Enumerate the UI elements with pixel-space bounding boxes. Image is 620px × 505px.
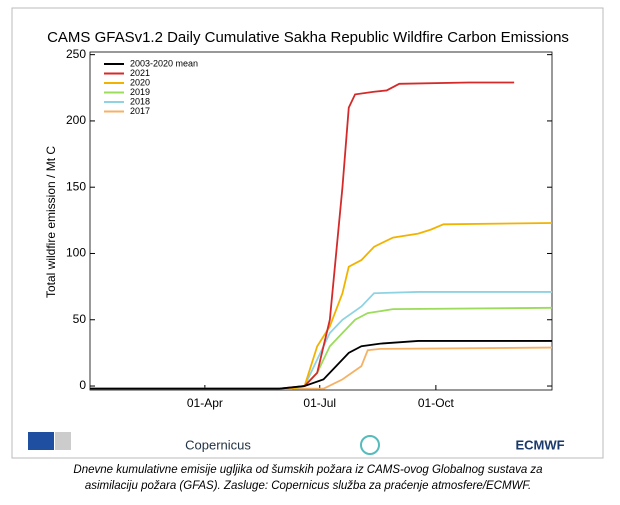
y-tick-label: 200	[66, 113, 86, 127]
y-axis-label: Total wildfire emission / Mt C	[44, 146, 58, 298]
y-tick-label: 100	[66, 246, 86, 260]
x-tick-label: 01-Apr	[187, 396, 223, 410]
y-tick-label: 0	[79, 378, 86, 392]
plot-frame	[89, 51, 553, 391]
legend-label: 2021	[130, 68, 150, 78]
logo-eu	[28, 432, 71, 450]
series-line	[90, 81, 515, 390]
y-tick-label: 250	[66, 47, 86, 61]
chart-title: CAMS GFASv1.2 Daily Cumulative Sakha Rep…	[47, 29, 569, 46]
legend-label: 2020	[130, 77, 150, 87]
x-tick-label: 01-Oct	[418, 396, 455, 410]
series-line	[90, 340, 552, 390]
logo-ecmwf: ECMWF	[515, 437, 564, 452]
legend-label: 2017	[130, 106, 150, 116]
logo-cams	[360, 435, 380, 455]
legend-label: 2003-2020 mean	[130, 58, 198, 68]
logo-copernicus: Copernicus	[185, 437, 251, 452]
y-tick-label: 150	[66, 179, 86, 193]
series-line	[90, 222, 553, 390]
x-tick-label: 01-Jul	[303, 396, 336, 410]
caption-line: asimilaciju požara (GFAS). Zasluge: Cope…	[85, 480, 531, 492]
series-line	[90, 346, 553, 390]
legend-label: 2018	[130, 96, 150, 106]
caption-line: Dnevne kumulativne emisije ugljika od šu…	[73, 464, 542, 476]
frame	[11, 7, 604, 459]
y-tick-label: 50	[73, 312, 87, 326]
legend-label: 2019	[130, 87, 150, 97]
